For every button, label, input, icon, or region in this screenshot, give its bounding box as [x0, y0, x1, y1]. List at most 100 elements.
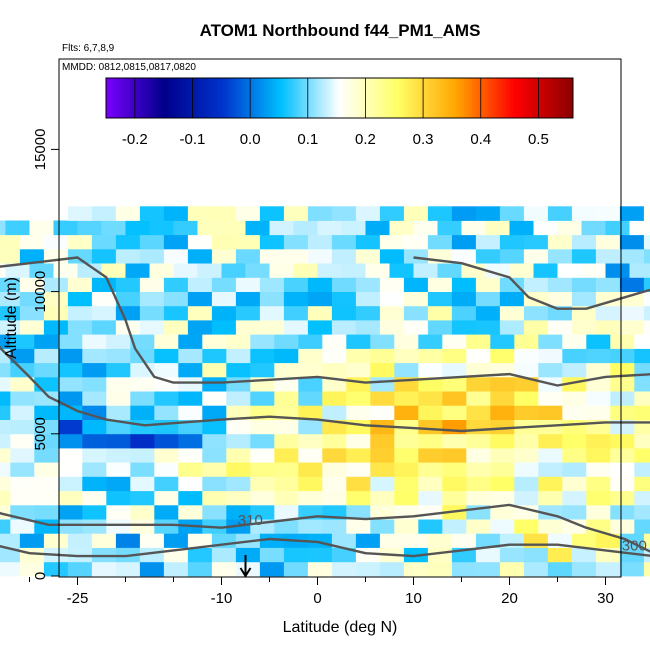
- heatmap-cell: [91, 320, 117, 335]
- heatmap-cell: [466, 476, 491, 492]
- heatmap-cell: [211, 305, 237, 321]
- heatmap-cell: [643, 277, 650, 292]
- heatmap-cell: [490, 462, 515, 477]
- heatmap-cell: [115, 277, 141, 292]
- colorbar-segment: [422, 78, 426, 118]
- heatmap-cell: [298, 462, 323, 477]
- heatmap-cell: [19, 320, 45, 335]
- x-tick-label: -10: [211, 590, 233, 607]
- heatmap-cell: [346, 348, 371, 364]
- heatmap-cell: [115, 206, 141, 221]
- heatmap-cell: [67, 291, 93, 307]
- heatmap-cell: [19, 248, 45, 264]
- heatmap-cell: [211, 234, 237, 250]
- heatmap-cell: [331, 305, 357, 321]
- colorbar-segment: [246, 78, 250, 118]
- heatmap-cell: [202, 433, 227, 449]
- heatmap-cell: [571, 533, 597, 548]
- heatmap-cell: [178, 376, 203, 392]
- heatmap-cell: [139, 533, 165, 548]
- colorbar-frame: [105, 77, 574, 119]
- heatmap-cell: [106, 519, 131, 534]
- heatmap-cell: [346, 490, 371, 506]
- heatmap-cell: [355, 305, 381, 321]
- axes: -70-55-40-25-100102030405060708005000100…: [29, 129, 614, 607]
- colorbar-segment: [131, 78, 136, 118]
- heatmap-cell: [634, 476, 650, 492]
- heatmap-cell: [634, 448, 650, 463]
- colorbar-segment: [565, 78, 569, 118]
- heatmap-cell: [571, 234, 597, 250]
- colorbar-segment: [209, 78, 213, 118]
- heatmap-cell: [514, 348, 539, 364]
- heatmap-cell: [547, 248, 573, 264]
- colorbar-segment: [303, 78, 307, 118]
- heatmap-cell: [106, 462, 131, 477]
- heatmap-cell: [610, 433, 635, 449]
- heatmap-cell: [82, 490, 107, 506]
- heatmap-cell: [139, 248, 165, 264]
- heatmap-cell: [379, 533, 405, 548]
- heatmap-cell: [571, 248, 597, 264]
- heatmap-cell: [154, 348, 179, 364]
- heatmap-cell: [211, 547, 237, 563]
- heatmap-cell: [202, 348, 227, 364]
- heatmap-cell: [82, 362, 107, 378]
- heatmap-cell: [187, 533, 213, 548]
- heatmap-cell: [106, 504, 131, 520]
- heatmap-cell: [523, 561, 549, 577]
- heatmap-cell: [523, 234, 549, 250]
- heatmap-cell: [355, 248, 381, 264]
- colorbar-tick-label: -0.1: [180, 131, 206, 148]
- heatmap-cell: [322, 490, 347, 506]
- heatmap-cell: [221, 263, 246, 278]
- heatmap-cell: [403, 305, 429, 321]
- heatmap-cell: [226, 419, 251, 435]
- heatmap-cell: [634, 519, 650, 534]
- colorbar-segment: [139, 78, 143, 118]
- contour-line-340: [413, 256, 650, 310]
- heatmap-cell: [77, 220, 102, 236]
- heatmap-cell: [547, 561, 573, 577]
- heatmap-cell: [490, 504, 515, 520]
- heatmap-cell: [0, 533, 21, 548]
- heatmap-cell: [586, 376, 611, 392]
- contour-label-310: 310: [238, 512, 263, 529]
- heatmap-cell: [490, 334, 515, 349]
- heatmap-cell: [379, 277, 405, 292]
- colorbar-segment: [186, 78, 190, 118]
- heatmap-cell: [307, 206, 333, 221]
- heatmap-cell: [58, 362, 83, 378]
- y-tick-label: 0: [32, 572, 49, 580]
- heatmap-cell: [10, 419, 35, 435]
- heatmap-cell: [394, 348, 419, 364]
- heatmap-cell: [34, 504, 59, 520]
- heatmap-cell: [106, 391, 131, 406]
- heatmap-cell: [0, 348, 11, 364]
- heatmap-cell: [139, 320, 165, 335]
- heatmap-cell: [245, 220, 270, 236]
- heatmap-cell: [187, 291, 213, 307]
- colorbar-segment: [168, 78, 172, 118]
- colorbar-segment: [279, 78, 283, 118]
- colorbar-segment: [381, 78, 385, 118]
- heatmap-cell: [82, 405, 107, 420]
- heatmap-cell: [346, 519, 371, 534]
- colorbar-segment: [453, 78, 457, 118]
- heatmap-cell: [163, 206, 189, 221]
- flight-arrow-head: [239, 567, 252, 578]
- heatmap-cell: [619, 320, 645, 335]
- heatmap-cell: [538, 348, 563, 364]
- heatmap-cell: [370, 334, 395, 349]
- colorbar-segment: [445, 78, 449, 118]
- heatmap-cell: [643, 206, 650, 221]
- heatmap-cell: [562, 476, 587, 492]
- heatmap-cell: [634, 334, 650, 349]
- colorbar-segment: [484, 78, 488, 118]
- colorbar-segment: [243, 78, 247, 118]
- heatmap-cell: [235, 291, 261, 307]
- heatmap-cell: [365, 220, 390, 236]
- heatmap-cell: [154, 419, 179, 435]
- heatmap-cell: [0, 305, 21, 321]
- heatmap-cell: [466, 519, 491, 534]
